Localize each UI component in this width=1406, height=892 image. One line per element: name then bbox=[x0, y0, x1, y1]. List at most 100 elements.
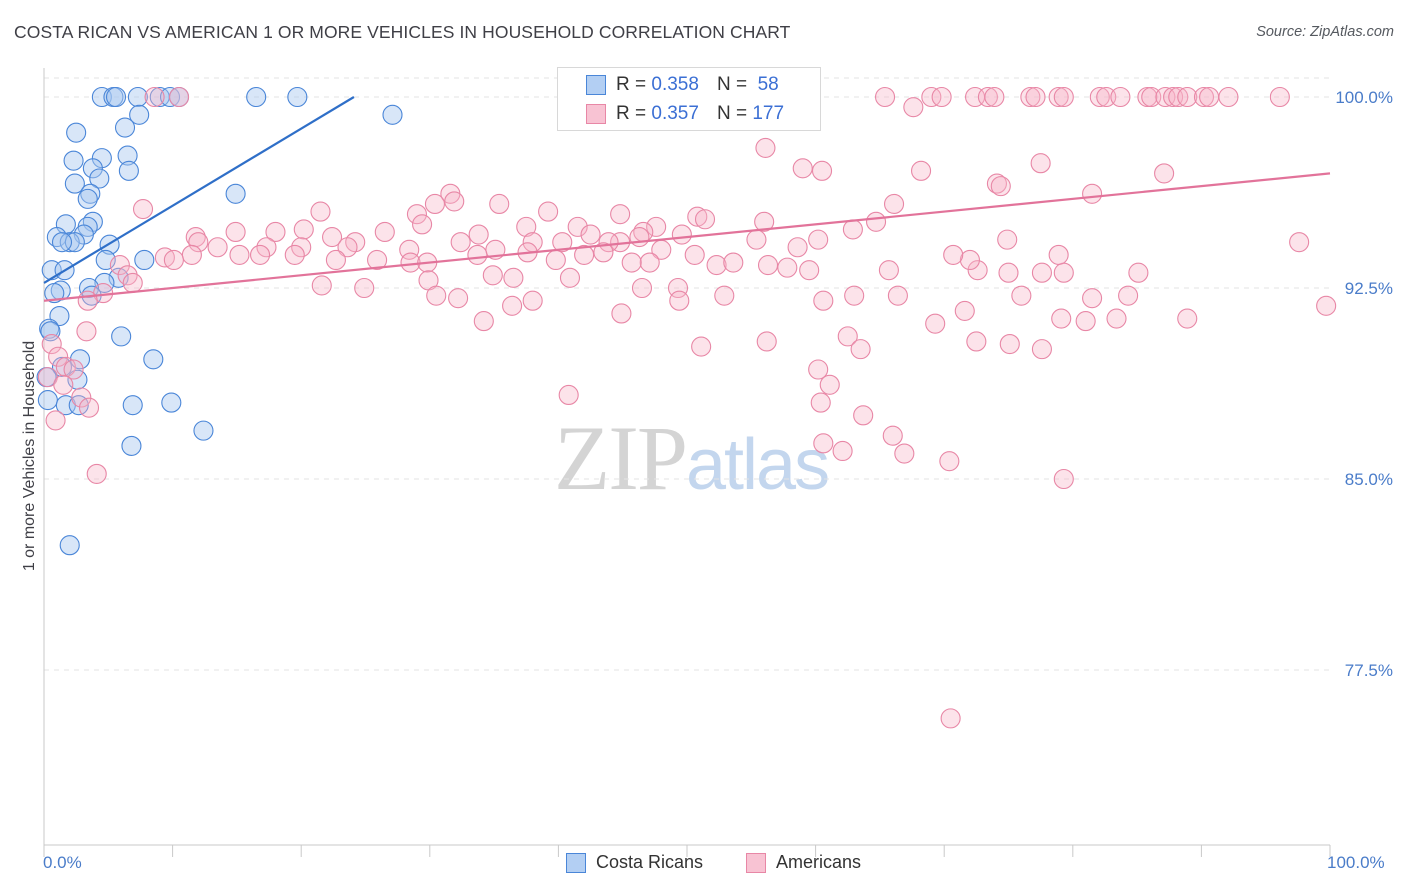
american-point-113 bbox=[943, 244, 964, 265]
costa-trend-line bbox=[43, 96, 355, 284]
american-point-178 bbox=[894, 443, 915, 464]
american-point-52 bbox=[646, 216, 667, 237]
american-n-label: N = bbox=[716, 103, 748, 124]
american-point-48 bbox=[865, 211, 887, 232]
costa-point-32 bbox=[134, 249, 155, 271]
costa-point-19 bbox=[64, 173, 85, 194]
american-point-173 bbox=[853, 405, 874, 426]
american-point-145 bbox=[473, 311, 494, 332]
american-point-96 bbox=[163, 249, 184, 271]
watermark-zip: ZIP bbox=[554, 407, 688, 509]
american-point-180 bbox=[940, 708, 961, 729]
american-point-49 bbox=[754, 211, 775, 232]
american-point-124 bbox=[1011, 285, 1032, 306]
american-point-126 bbox=[1118, 285, 1139, 306]
legend-american-label: Americans bbox=[776, 852, 862, 872]
american-point-159 bbox=[41, 333, 62, 355]
american-point-0 bbox=[874, 86, 896, 108]
american-point-133 bbox=[522, 290, 543, 311]
american-point-138 bbox=[1075, 311, 1096, 332]
costa-point-58 bbox=[59, 535, 80, 556]
american-point-89 bbox=[284, 244, 305, 265]
costa-point-46 bbox=[143, 349, 164, 370]
american-point-115 bbox=[621, 252, 642, 273]
american-point-18 bbox=[1177, 86, 1198, 108]
american-point-143 bbox=[77, 290, 98, 311]
american-point-144 bbox=[76, 321, 97, 342]
american-point-41 bbox=[132, 199, 154, 220]
american-point-174 bbox=[882, 425, 903, 446]
american-point-141 bbox=[122, 272, 143, 293]
american-point-95 bbox=[367, 249, 388, 271]
american-point-130 bbox=[426, 285, 447, 306]
stats-box: R = 0.358 N = 58 R = 0.357 N = 177 bbox=[557, 67, 821, 131]
costa-point-21 bbox=[225, 183, 246, 204]
american-point-107 bbox=[1031, 262, 1052, 283]
american-point-44 bbox=[406, 204, 427, 225]
american-point-125 bbox=[1082, 288, 1103, 309]
american-point-118 bbox=[503, 267, 524, 288]
american-n-value: 177 bbox=[752, 103, 785, 124]
costa-point-20 bbox=[80, 183, 101, 204]
american-point-33 bbox=[1082, 183, 1103, 204]
american-point-116 bbox=[723, 252, 744, 273]
legend-costa-swatch bbox=[566, 852, 586, 873]
american-point-111 bbox=[1048, 244, 1069, 265]
american-point-155 bbox=[1051, 308, 1072, 329]
american-point-28 bbox=[811, 160, 833, 181]
american-point-56 bbox=[374, 221, 395, 243]
american-point-166 bbox=[71, 387, 92, 408]
costa-n-value: 58 bbox=[757, 74, 779, 95]
american-point-161 bbox=[55, 356, 76, 377]
american-trend-line bbox=[43, 172, 1331, 302]
costa-point-30 bbox=[51, 232, 73, 253]
y-tick-label-85: 85.0% bbox=[1344, 470, 1393, 489]
american-point-20 bbox=[1199, 86, 1220, 108]
american-point-172 bbox=[810, 392, 831, 413]
american-point-131 bbox=[448, 288, 469, 309]
costa-point-11 bbox=[114, 117, 136, 138]
american-point-134 bbox=[669, 290, 690, 311]
american-point-31 bbox=[986, 173, 1007, 194]
american-point-137 bbox=[954, 300, 975, 321]
american-point-108 bbox=[1053, 262, 1074, 283]
american-point-97 bbox=[400, 252, 421, 273]
costa-point-12 bbox=[66, 122, 87, 143]
costa-point-57 bbox=[121, 435, 142, 456]
american-point-40 bbox=[883, 193, 905, 215]
chart-title: COSTA RICAN VS AMERICAN 1 OR MORE VEHICL… bbox=[14, 22, 791, 42]
american-point-162 bbox=[63, 359, 84, 380]
american-point-160 bbox=[48, 346, 69, 367]
american-point-21 bbox=[1218, 86, 1239, 108]
american-r-value: 0.357 bbox=[651, 103, 699, 124]
american-point-58 bbox=[265, 221, 286, 243]
american-point-6 bbox=[1020, 86, 1041, 108]
american-point-158 bbox=[1316, 295, 1337, 316]
american-point-109 bbox=[1128, 262, 1149, 283]
costa-r-value: 0.358 bbox=[651, 74, 699, 95]
american-point-38 bbox=[489, 193, 510, 215]
american-point-51 bbox=[567, 216, 588, 237]
american-point-29 bbox=[911, 160, 932, 181]
costa-point-8 bbox=[287, 86, 308, 108]
american-point-62 bbox=[671, 224, 692, 245]
costa-point-54 bbox=[122, 395, 143, 416]
y-tick-label-92-5: 92.5% bbox=[1344, 279, 1393, 298]
costa-point-13 bbox=[117, 145, 138, 166]
american-point-63 bbox=[322, 227, 343, 248]
costa-swatch bbox=[586, 75, 606, 95]
american-point-149 bbox=[837, 326, 858, 347]
american-point-148 bbox=[756, 331, 777, 352]
american-point-67 bbox=[997, 229, 1018, 250]
american-point-86 bbox=[467, 244, 488, 265]
american-point-27 bbox=[792, 158, 813, 179]
costa-point-7 bbox=[246, 86, 267, 108]
american-point-139 bbox=[109, 255, 130, 276]
american-point-136 bbox=[887, 285, 908, 306]
american-point-11 bbox=[1096, 86, 1117, 108]
american-point-26 bbox=[1030, 153, 1051, 174]
american-point-119 bbox=[559, 267, 581, 288]
american-point-50 bbox=[412, 214, 433, 235]
american-point-150 bbox=[850, 339, 871, 360]
